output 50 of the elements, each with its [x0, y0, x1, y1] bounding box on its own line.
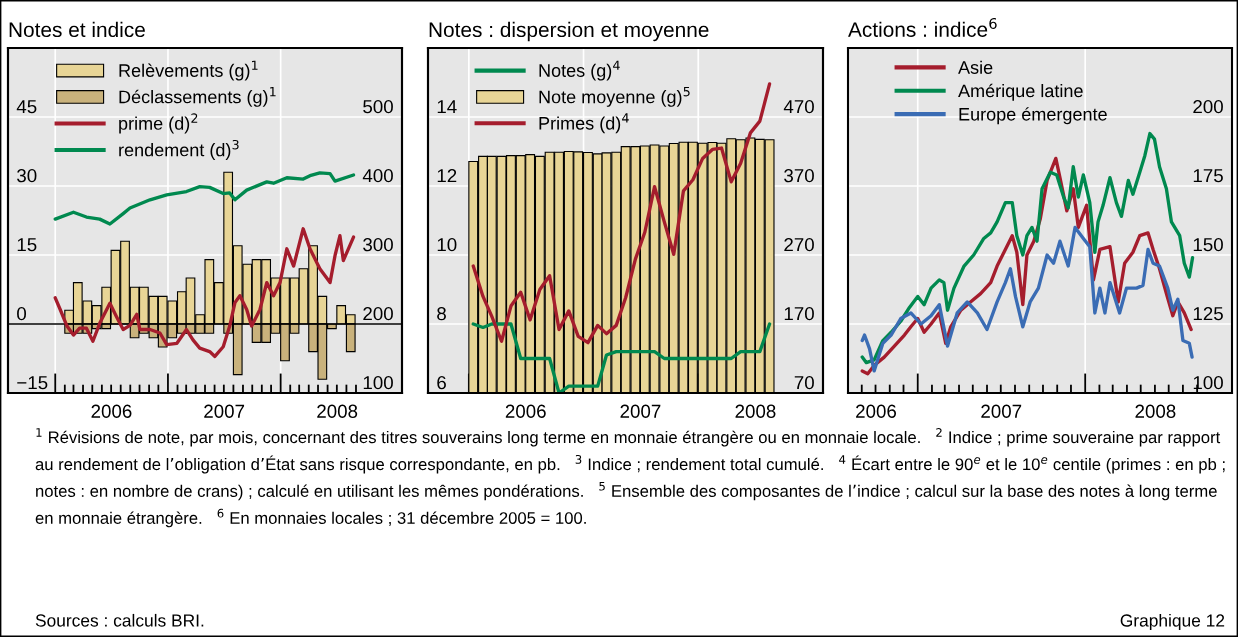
- y-tick-label: 12: [437, 169, 457, 183]
- legend-label: Europe émergente: [959, 107, 1107, 125]
- y2-tick-label: 100: [1193, 376, 1223, 390]
- chart-title: Notes : dispersion et moyenne: [429, 21, 709, 42]
- x-tick-label: 2007: [981, 404, 1022, 418]
- y2-tick-label: 100: [363, 376, 393, 390]
- x-tick-label: 2006: [856, 404, 897, 418]
- legend-label: Relèvements (g)$^{1}$: [119, 60, 258, 81]
- x-tick-label: 2008: [317, 404, 358, 418]
- x-tick-label: 2006: [505, 404, 546, 418]
- y-tick-label: 30: [17, 169, 37, 183]
- legend-label: rendement (d)$^{3}$: [119, 139, 239, 160]
- y2-tick-label: 175: [1193, 169, 1223, 183]
- x-tick-label: 2008: [735, 404, 776, 418]
- y-tick-label: −15: [17, 376, 48, 390]
- x-tick-label: 2007: [620, 404, 661, 418]
- y2-tick-label: 200: [363, 307, 393, 321]
- source-note: Sources : calculs BRI.: [35, 613, 204, 627]
- y2-tick-label: 70: [794, 376, 814, 390]
- y2-tick-label: 370: [784, 169, 814, 183]
- text: $^{1}$ Révisions de note, par mois, concernant des titres souverains long terme en monnaie étrangère ou en monnaie locale. $^{2}$ Indice ; prime souveraine par rapport au rendement de l’obligation d’État sans risque correspondante, en pb. $^{3}$ Indice ; rendement total cumulé. $^{4}$ Écart entre le 90$^{e}$ et le 10$^{e}$ centile (primes : en pb ; notes : en nombre de crans) ; calculé en utilisant les mêmes pondérations. $^{5}$ Ensemble des composantes de l’indice ; calcul sur la base des notes à long terme en monnaie étrangère. $^{6}$ En monnaies locales ; 31 décembre 2005 = 100.: [35, 428, 1225, 528]
- x-tick-label: 2007: [204, 404, 245, 418]
- x-tick-label: 2008: [1135, 404, 1176, 418]
- y-tick-label: 8: [437, 307, 446, 321]
- y2-tick-label: 500: [363, 100, 393, 114]
- y-tick-label: 15: [17, 238, 37, 252]
- y-tick-label: 45: [16, 100, 37, 114]
- legend-label: Asie: [958, 60, 993, 74]
- y2-tick-label: 150: [1193, 238, 1223, 252]
- x-tick-label: 2006: [91, 404, 132, 418]
- y-tick-label: 10: [437, 238, 457, 252]
- chart-title: Actions : indice$^{6}$: [848, 17, 997, 37]
- legend-label: Primes (d)$^{4}$: [539, 113, 629, 134]
- y2-tick-label: 470: [783, 100, 814, 114]
- y2-tick-label: 125: [1193, 307, 1223, 321]
- legend-label: Notes (g)$^{4}$: [539, 60, 620, 81]
- y2-tick-label: 200: [1193, 100, 1223, 114]
- y2-tick-label: 170: [784, 307, 814, 321]
- y2-tick-label: 270: [784, 238, 814, 252]
- y-tick-label: 6: [437, 376, 446, 390]
- legend-label: Déclassements (g)$^{1}$: [119, 87, 276, 107]
- y2-tick-label: 300: [363, 238, 393, 252]
- chart-title: Notes et indice: [9, 21, 145, 38]
- legend-label: Amérique latine: [958, 83, 1083, 101]
- y2-tick-label: 400: [362, 169, 393, 183]
- legend-label: prime (d)$^{2}$: [119, 113, 198, 134]
- y-tick-label: 0: [17, 307, 27, 321]
- legend-label: Note moyenne (g)$^{5}$: [539, 87, 690, 107]
- y-tick-label: 14: [437, 100, 457, 114]
- text: Graphique 12: [1120, 613, 1225, 631]
